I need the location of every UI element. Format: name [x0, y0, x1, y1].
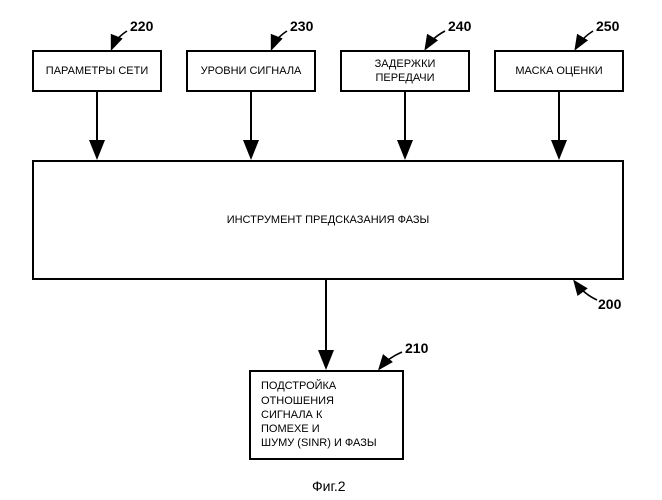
figure-caption: Фиг.2	[312, 478, 346, 494]
ref-210: 210	[405, 340, 428, 356]
ref-220: 220	[130, 18, 153, 34]
node-mask: МАСКА ОЦЕНКИ	[494, 50, 624, 92]
node-sinr-adjust: ПОДСТРОЙКАОТНОШЕНИЯСИГНАЛА КПОМЕХЕ ИШУМУ…	[249, 370, 404, 460]
node-delays: ЗАДЕРЖКИПЕРЕДАЧИ	[340, 50, 470, 92]
node-parameters-label: ПАРАМЕТРЫ СЕТИ	[34, 60, 160, 82]
ref-230: 230	[290, 18, 313, 34]
ref-250: 250	[596, 18, 619, 34]
ref-200: 200	[598, 296, 621, 312]
node-phase-prediction-tool-label: ИНСТРУМЕНТ ПРЕДСКАЗАНИЯ ФАЗЫ	[34, 209, 622, 231]
node-signal-levels-label: УРОВНИ СИГНАЛА	[188, 60, 314, 82]
node-sinr-adjust-label: ПОДСТРОЙКАОТНОШЕНИЯСИГНАЛА КПОМЕХЕ ИШУМУ…	[251, 375, 402, 454]
node-mask-label: МАСКА ОЦЕНКИ	[496, 60, 622, 82]
node-parameters: ПАРАМЕТРЫ СЕТИ	[32, 50, 162, 92]
ref-240: 240	[448, 18, 471, 34]
node-signal-levels: УРОВНИ СИГНАЛА	[186, 50, 316, 92]
diagram-canvas: ПАРАМЕТРЫ СЕТИ УРОВНИ СИГНАЛА ЗАДЕРЖКИПЕ…	[0, 0, 662, 500]
node-phase-prediction-tool: ИНСТРУМЕНТ ПРЕДСКАЗАНИЯ ФАЗЫ	[32, 160, 624, 280]
node-delays-label: ЗАДЕРЖКИПЕРЕДАЧИ	[342, 53, 468, 90]
